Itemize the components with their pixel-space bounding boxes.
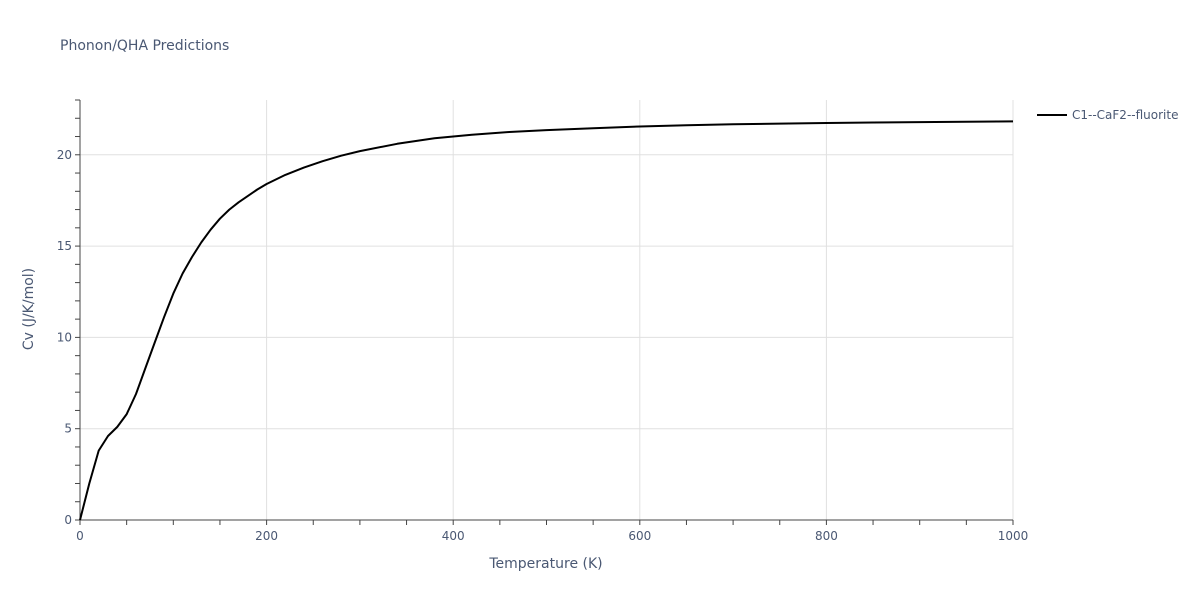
x-axis-title: Temperature (K) xyxy=(488,556,602,572)
y-tick-label: 15 xyxy=(57,239,72,253)
axes-layer: 0 200 400 600 800 1000 0 5 10 15 20 xyxy=(57,99,1029,543)
x-tick-label: 200 xyxy=(255,529,278,543)
x-tick-label: 400 xyxy=(442,529,465,543)
y-tick-label: 20 xyxy=(57,148,72,162)
chart-title: Phonon/QHA Predictions xyxy=(60,38,229,54)
x-tick-label: 600 xyxy=(628,529,651,543)
grid-layer xyxy=(80,100,1014,520)
legend[interactable]: C1--CaF2--fluorite xyxy=(1037,108,1178,122)
y-tick-label: 5 xyxy=(64,422,72,436)
y-tick-label: 10 xyxy=(57,330,72,344)
series-line xyxy=(79,120,1014,521)
legend-label: C1--CaF2--fluorite xyxy=(1072,108,1178,122)
y-tick-label: 0 xyxy=(64,513,72,527)
y-axis-title: Cv (J/K/mol) xyxy=(21,268,37,350)
x-tick-label: 0 xyxy=(76,529,84,543)
x-tick-label: 1000 xyxy=(998,529,1029,543)
x-tick-label: 800 xyxy=(815,529,838,543)
data-layer xyxy=(79,120,1014,521)
